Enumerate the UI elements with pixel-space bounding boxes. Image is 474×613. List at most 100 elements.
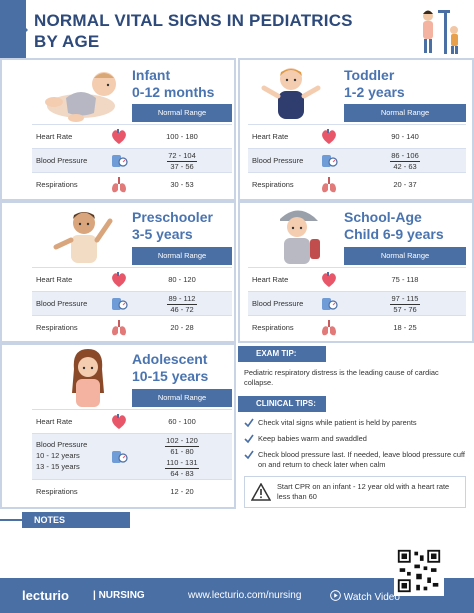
check-icon [244, 450, 254, 460]
school-age-bp-values: 97 - 115 57 - 76 [344, 294, 466, 315]
check-icon [244, 418, 254, 428]
adolescent-bp-label-group: Blood Pressure 10 - 12 years 13 - 15 yea… [36, 439, 87, 472]
heart-icon [322, 272, 336, 287]
page-header: NORMAL VITAL SIGNS IN PEDIATRICS BY AGE [0, 0, 474, 60]
school-age-row-respirations: Respirations 18 - 25 [248, 315, 466, 339]
watch-video-link[interactable]: Watch Video [330, 590, 400, 603]
school-age-table-header: Normal Range [344, 247, 466, 265]
preschooler-heart-rate-label: Heart Rate [36, 275, 73, 284]
preschooler-bp-systolic: 89 - 112 [167, 294, 197, 305]
preschooler-range: 3-5 years [132, 226, 193, 242]
toddler-respirations-label: Respirations [252, 180, 294, 189]
blood-pressure-cuff-icon [112, 155, 128, 167]
infant-bp-values: 72 - 104 37 - 56 [132, 151, 232, 172]
adolescent-table-header: Normal Range [132, 389, 232, 407]
preschooler-respirations-label: Respirations [36, 323, 78, 332]
adolescent-bp1-diastolic: 61 - 80 [170, 447, 194, 456]
heart-icon [322, 129, 336, 144]
toddler-vitals-table: Normal Range Heart Rate 90 - 140 Blood P… [240, 60, 472, 199]
lungs-icon [112, 320, 126, 336]
clinical-tip-2: Keep babies warm and swaddled [244, 434, 466, 444]
infant-table-header: Normal Range [132, 104, 232, 122]
adolescent-respirations-label: Respirations [36, 487, 78, 496]
adolescent-bp2-values: 110 - 131 64 - 83 [132, 458, 232, 479]
toddler-row-heart-rate: Heart Rate 90 - 140 [248, 124, 466, 148]
check-icon [244, 434, 254, 444]
cpr-warning-text: Start CPR on an infant - 12 year old wit… [277, 482, 450, 501]
school-age-respirations-label: Respirations [252, 323, 294, 332]
adolescent-respirations-value: 12 - 20 [170, 487, 194, 496]
school-age-vitals-table: Normal Range Heart Rate 75 - 118 Blood P… [240, 203, 472, 341]
school-age-range: Child 6-9 years [344, 226, 444, 242]
adolescent-heart-rate-value: 60 - 100 [168, 417, 196, 426]
clinical-tip-1: Check vital signs while patient is held … [244, 418, 466, 428]
toddler-bp-diastolic: 42 - 63 [393, 162, 417, 171]
adolescent-bp1-values: 102 - 120 61 - 80 [132, 436, 232, 457]
adolescent-bp2-systolic: 110 - 131 [165, 458, 199, 469]
preschooler-bp-values: 89 - 112 46 - 72 [132, 294, 232, 315]
page-title-line1: NORMAL VITAL SIGNS IN PEDIATRICS [34, 11, 353, 30]
adolescent-row-heart-rate: Heart Rate 60 - 100 [32, 409, 232, 433]
lecturio-logo[interactable]: lecturio [22, 588, 69, 603]
infant-bp-systolic: 72 - 104 [167, 151, 197, 162]
infant-title: Infant 0-12 months [132, 67, 214, 101]
school-age-card: School-Age Child 6-9 years Normal Range … [238, 201, 474, 343]
cpr-warning-box: Start CPR on an infant - 12 year old wit… [244, 476, 466, 508]
toddler-respirations-value: 20 - 37 [393, 180, 417, 189]
play-circle-icon [330, 590, 341, 601]
adolescent-row-respirations: Respirations 12 - 20 [32, 479, 232, 503]
adolescent-name: Adolescent [132, 351, 208, 367]
infant-row-heart-rate: Heart Rate 100 - 180 [32, 124, 232, 148]
preschooler-bp-diastolic: 46 - 72 [170, 305, 194, 314]
infant-heart-rate-label: Heart Rate [36, 132, 73, 141]
school-age-respirations-value: 18 - 25 [393, 323, 417, 332]
toddler-title: Toddler 1-2 years [344, 67, 405, 101]
nurse-measuring-child-icon [423, 10, 458, 54]
toddler-table-header: Normal Range [344, 104, 466, 122]
school-age-heart-rate-value: 75 - 118 [391, 275, 419, 284]
lungs-icon [322, 177, 336, 193]
lungs-icon [322, 320, 336, 336]
toddler-bp-systolic: 86 - 106 [390, 151, 420, 162]
infant-avatar-icon [45, 72, 116, 122]
adolescent-range: 10-15 years [132, 368, 209, 384]
preschooler-heart-rate-value: 80 - 120 [168, 275, 196, 284]
school-age-bp-diastolic: 57 - 76 [393, 305, 417, 314]
preschooler-row-heart-rate: Heart Rate 80 - 120 [32, 267, 232, 291]
blood-pressure-cuff-icon [112, 451, 128, 463]
page-title: NORMAL VITAL SIGNS IN PEDIATRICS BY AGE [34, 10, 404, 52]
school-age-avatar-icon [280, 210, 320, 264]
preschooler-blood-pressure-label: Blood Pressure [36, 299, 88, 308]
exam-tip-label: EXAM TIP: [238, 346, 326, 362]
preschooler-avatar-icon [53, 212, 113, 263]
toddler-heart-rate-value: 90 - 140 [391, 132, 419, 141]
clinical-tip-3-text: Check blood pressure last. If needed, le… [258, 450, 465, 469]
school-age-title: School-Age Child 6-9 years [344, 209, 444, 243]
toddler-heart-rate-label: Heart Rate [252, 132, 289, 141]
blood-pressure-cuff-icon [112, 298, 128, 310]
toddler-range: 1-2 years [344, 84, 405, 100]
school-age-blood-pressure-label: Blood Pressure [252, 299, 304, 308]
adolescent-blood-pressure-label: Blood Pressure [36, 440, 88, 449]
lungs-icon [112, 177, 126, 193]
qr-code-icon[interactable] [394, 546, 444, 596]
infant-row-respirations: Respirations 30 - 53 [32, 172, 232, 196]
infant-vitals-table: Normal Range Heart Rate 100 - 180 Blood … [2, 60, 234, 199]
blood-pressure-cuff-icon [322, 298, 338, 310]
adolescent-bp1-systolic: 102 - 120 [165, 436, 199, 447]
nursing-label: | NURSING [93, 590, 145, 601]
toddler-name: Toddler [344, 67, 395, 83]
preschooler-respirations-value: 20 - 28 [170, 323, 194, 332]
school-age-row-heart-rate: Heart Rate 75 - 118 [248, 267, 466, 291]
page-title-line2: BY AGE [34, 32, 100, 51]
infant-blood-pressure-label: Blood Pressure [36, 156, 88, 165]
infant-row-blood-pressure: Blood Pressure 72 - 104 37 - 56 [32, 148, 232, 172]
clinical-tip-1-text: Check vital signs while patient is held … [258, 418, 417, 427]
website-link[interactable]: www.lecturio.com/nursing [188, 590, 302, 601]
school-age-name: School-Age [344, 209, 422, 225]
infant-card: Infant 0-12 months Normal Range Heart Ra… [0, 58, 236, 201]
school-age-row-blood-pressure: Blood Pressure 97 - 115 57 - 76 [248, 291, 466, 315]
infant-respirations-label: Respirations [36, 180, 78, 189]
clinical-tips-label: CLINICAL TIPS: [238, 396, 326, 412]
clinical-tip-2-text: Keep babies warm and swaddled [258, 434, 367, 443]
